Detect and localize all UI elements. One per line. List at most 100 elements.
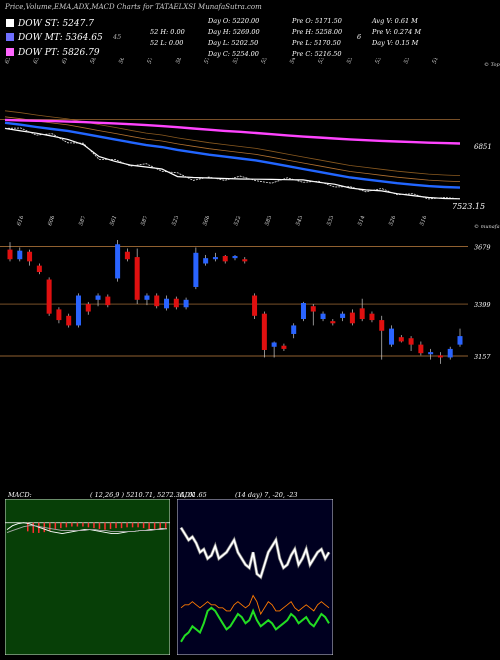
macd-chart [5, 499, 170, 655]
candle-top-label: 5830 [264, 216, 275, 227]
candle-top-label: 5234 [171, 216, 182, 227]
candle-body [75, 295, 81, 326]
candle-body [154, 295, 160, 307]
candle-top-label: 5685 [202, 216, 213, 227]
candle-body [300, 303, 306, 320]
macd-histogram-bar [115, 522, 117, 529]
legend-swatch-pt [6, 48, 14, 56]
candle-caption: © munafa [474, 223, 500, 230]
candle-top-label: 5267 [388, 216, 399, 227]
ema-top-label: 5394 [232, 58, 243, 65]
legend-dow-st: DOW ST: 5247.7 [6, 19, 94, 29]
candle-body [193, 252, 199, 287]
stat-day-open: Day O: 5220.00 [208, 17, 260, 25]
macd-histogram-bar [153, 522, 156, 529]
candle-body [242, 259, 248, 262]
candle-top-label: 5140 [357, 216, 368, 227]
macd-histogram-bar [60, 522, 62, 529]
candle-body [320, 313, 326, 320]
stat-day-low: Day L: 5202.50 [208, 39, 259, 47]
candle-body [173, 298, 179, 308]
candle-top-label: 5220 [233, 216, 244, 227]
ema-chart: 6380 6356 6101 58 5682 5746 5848 5707 5394 5578 54… [0, 58, 500, 211]
ema-right-label-bottom: 7523.15 [452, 202, 485, 211]
candle-body [56, 309, 62, 321]
candle-body [457, 336, 463, 345]
candle-body [389, 328, 395, 345]
candle-body [340, 313, 346, 318]
macd-histogram-bar [76, 522, 79, 527]
macd-histogram-bar [27, 522, 29, 532]
macd-histogram-bar [159, 522, 161, 529]
candle-body [95, 295, 101, 300]
legend-dow-mt: DOW MT: 5364.65 [6, 33, 103, 43]
stat-pre-low: Pre L: 5170.50 [292, 39, 341, 47]
candle-top-label: 5618 [109, 216, 120, 227]
stat-day-vol: Day V: 0.15 M [372, 39, 419, 47]
candle-body [222, 256, 228, 262]
adx-label: ADX [180, 491, 195, 499]
adx-minus-di-line [180, 606, 330, 643]
candle-body [330, 321, 336, 324]
candle-body [46, 279, 52, 314]
candle-body [124, 251, 130, 260]
candle-top-label: 5330 [326, 216, 337, 227]
macd-histogram-bar [54, 522, 57, 529]
price-level-label: 3399 [474, 301, 491, 309]
candle-top-label: 5435 [295, 216, 306, 227]
macd-histogram-bar [82, 522, 84, 527]
adx-chart [177, 499, 333, 655]
ema-top-label: 5848 [175, 58, 186, 65]
candle-body [164, 298, 170, 309]
macd-histogram-bar [93, 522, 95, 529]
ema-series-line [4, 118, 461, 145]
candle-body [27, 251, 33, 262]
vertical-label: 6 [357, 33, 362, 41]
candle-body [36, 265, 42, 273]
ema-top-label: 6356 [33, 58, 44, 65]
stat-day-close: Day C: 5254.00 [208, 50, 259, 58]
candle-body [66, 315, 72, 326]
candle-top-label: 6166 [16, 216, 27, 227]
candlestick-chart: 6166 6086 5876 5618 5878 5234 5685 5220 5830 5435… [0, 216, 500, 364]
stat-pre-high: Pre H: 5258.00 [292, 28, 343, 36]
candle-body [115, 244, 121, 279]
ema-top-label: 5327 [403, 58, 414, 65]
macd-histogram-bar [148, 522, 150, 529]
candle-body [291, 325, 297, 334]
ema-right-label-top: 6851 [474, 143, 492, 151]
candle-body [85, 304, 91, 312]
candle-body [281, 345, 287, 349]
macd-histogram-bar [49, 522, 51, 531]
legend-swatch-mt [6, 33, 14, 41]
candle-body [398, 337, 404, 342]
adx-values: (14 day) 7, -20, -23 [235, 491, 298, 499]
candle-body [134, 257, 140, 300]
legend-swatch-st [6, 19, 14, 27]
macd-histogram-bar [38, 522, 40, 533]
candle-body [203, 258, 209, 264]
adx-background [177, 499, 333, 655]
adx-plus-di-line [180, 594, 330, 616]
candle-body [183, 299, 189, 308]
price-level-label: 3157 [474, 353, 491, 361]
macd-histogram-bar [131, 522, 134, 528]
macd-histogram-bar [65, 522, 68, 528]
macd-signal-line [6, 525, 168, 534]
legend-dow-pt: DOW PT: 5826.79 [6, 48, 100, 58]
adx-line [180, 527, 330, 579]
macd-histogram-bar [104, 522, 106, 530]
macd-histogram-bar [109, 522, 112, 529]
stat-pre-open: Pre O: 5171.50 [292, 17, 342, 25]
candle-body [17, 250, 23, 260]
candle-top-label: 5876 [78, 216, 89, 227]
ema-top-label: 6101 [61, 58, 71, 65]
candle-body [428, 352, 434, 355]
candle-body [271, 342, 277, 347]
ema-top-label: 5303 [375, 58, 386, 65]
stat-52-low: 52 L: 0.00 [150, 39, 184, 47]
candle-body [379, 320, 385, 331]
candle-body [252, 295, 258, 316]
ema-top-label: 5388 [346, 58, 357, 65]
